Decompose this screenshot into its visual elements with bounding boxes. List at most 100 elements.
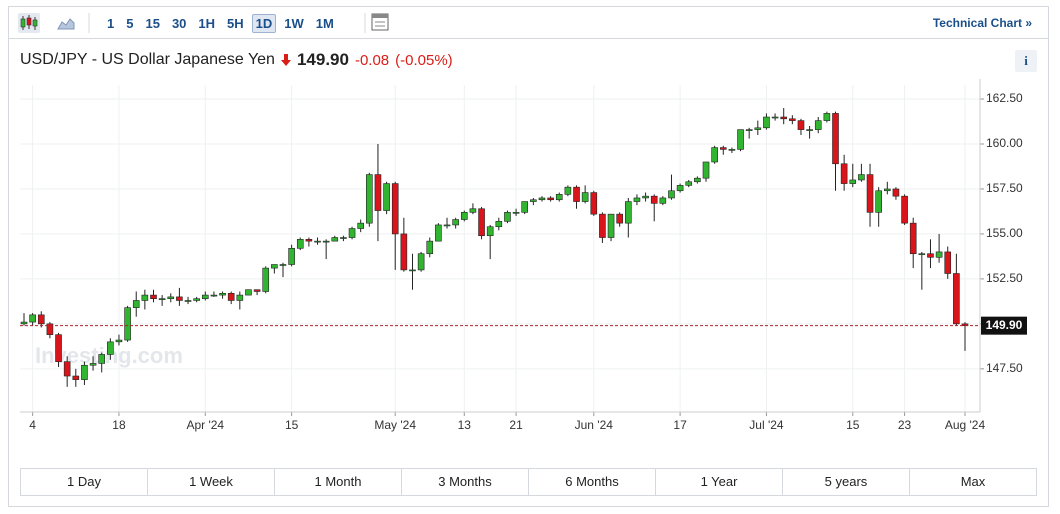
candle-body <box>322 240 330 243</box>
interval-button[interactable]: 5H <box>227 16 244 31</box>
x-tick-label: 4 <box>29 418 36 432</box>
candle-body <box>176 296 183 301</box>
candle-body <box>884 188 891 192</box>
candle-body <box>771 116 779 119</box>
technical-chart-link[interactable]: Technical Chart » <box>932 16 1032 30</box>
interval-button[interactable]: 1W <box>284 16 304 31</box>
candle-body <box>538 197 546 201</box>
interval-button[interactable]: 1M <box>315 16 334 31</box>
candle-body <box>676 185 684 192</box>
candle-body <box>37 314 45 325</box>
candle-body <box>901 195 908 224</box>
interval-button[interactable]: 5 <box>126 16 134 31</box>
chart-type-icons <box>18 13 90 33</box>
range-button[interactable]: 1 Year <box>655 469 782 495</box>
candle-body <box>158 298 166 300</box>
candle-body <box>374 174 382 211</box>
candle-body <box>616 213 623 224</box>
header: USD/JPY - US Dollar Japanese Yen 149.90 … <box>20 50 453 70</box>
candle-body <box>590 192 598 215</box>
candle-body <box>426 240 434 255</box>
candle-body <box>711 147 718 163</box>
candle-body <box>279 264 287 266</box>
candle-body <box>417 253 425 271</box>
range-button[interactable]: 5 years <box>782 469 909 495</box>
candle-body <box>201 294 209 299</box>
candle-body <box>547 197 554 201</box>
x-tick-label: May '24 <box>374 418 416 432</box>
interval-button[interactable]: 1D <box>251 14 277 33</box>
x-tick-label: 17 <box>673 418 687 432</box>
candle-body <box>875 190 882 213</box>
toolbar: 1 5 15 30 1H 5H 1D 1W 1M Technical Chart » <box>9 7 1048 39</box>
candle-body <box>754 127 762 130</box>
candle-body <box>521 201 529 213</box>
candle-body <box>573 186 580 202</box>
candle-body <box>694 177 701 183</box>
x-tick-label: Apr '24 <box>186 418 224 432</box>
range-buttons: 1 Day 1 Week 1 Month 3 Months 6 Months 1 Year… <box>20 468 1037 496</box>
indicator-icon[interactable] <box>364 7 394 37</box>
x-tick-label: 18 <box>112 418 126 432</box>
interval-button[interactable]: 30 <box>171 16 187 31</box>
y-tick-label: 147.50 <box>986 361 1023 375</box>
last-price-label: 149.90 <box>986 318 1023 332</box>
x-tick-label: Jun '24 <box>575 418 614 432</box>
candle-body <box>219 292 226 296</box>
range-button[interactable]: 3 Months <box>401 469 528 495</box>
instrument-title: USD/JPY - US Dollar Japanese Yen <box>20 51 275 68</box>
range-button[interactable]: 1 Day <box>67 474 101 489</box>
interval-button[interactable]: 1H <box>198 16 216 31</box>
candle-body <box>823 113 831 121</box>
candle-body <box>314 240 321 243</box>
candle-body <box>193 298 200 301</box>
candle-body <box>435 224 442 242</box>
candle-body <box>46 323 54 335</box>
candle-body <box>29 314 36 323</box>
candle-body <box>806 129 813 131</box>
candle-body <box>858 174 865 181</box>
x-tick-label: Jul '24 <box>749 418 784 432</box>
widget-frame <box>8 6 1049 507</box>
candle-body <box>633 197 641 202</box>
candle-body <box>814 120 822 130</box>
candle-body <box>780 116 788 120</box>
candle-body <box>797 120 805 130</box>
candle-body <box>443 224 451 227</box>
candle-body <box>184 300 192 302</box>
candle-body <box>935 251 943 258</box>
candle-body <box>642 195 649 199</box>
candle-body <box>650 195 658 204</box>
candle-body <box>530 199 537 202</box>
candle-body <box>728 149 736 151</box>
candle-body <box>504 212 511 222</box>
candle-body <box>944 251 952 274</box>
x-tick-label: Aug '24 <box>945 418 986 432</box>
candle-body <box>141 294 149 301</box>
candle-body <box>512 212 520 214</box>
y-tick-label: 152.50 <box>986 271 1023 285</box>
candle-body <box>55 334 62 362</box>
x-tick-label: 23 <box>898 418 912 432</box>
candle-body <box>20 321 28 325</box>
interval-buttons: 1 5 15 30 1H 5H 1D 1W 1M <box>103 14 338 33</box>
info-button[interactable]: i <box>1015 50 1037 72</box>
y-tick-label: 162.50 <box>986 91 1023 105</box>
candle-body <box>262 267 270 292</box>
change: -0.08 <box>354 51 390 69</box>
candle-body <box>581 192 589 202</box>
candle-body <box>348 228 356 238</box>
candle-body <box>607 213 615 238</box>
range-button[interactable]: 1 Week <box>147 469 274 495</box>
candle-body <box>849 179 857 184</box>
interval-button[interactable]: 15 <box>145 16 160 31</box>
range-button[interactable]: 1 Month <box>274 469 401 495</box>
range-button[interactable]: 6 Months <box>528 469 655 495</box>
range-button[interactable]: Max <box>909 469 1036 495</box>
candle-body <box>167 296 175 299</box>
candle-body <box>115 339 123 343</box>
interval-button[interactable]: 1 <box>107 16 115 31</box>
candle-body <box>271 264 278 269</box>
candle-body <box>719 147 727 150</box>
